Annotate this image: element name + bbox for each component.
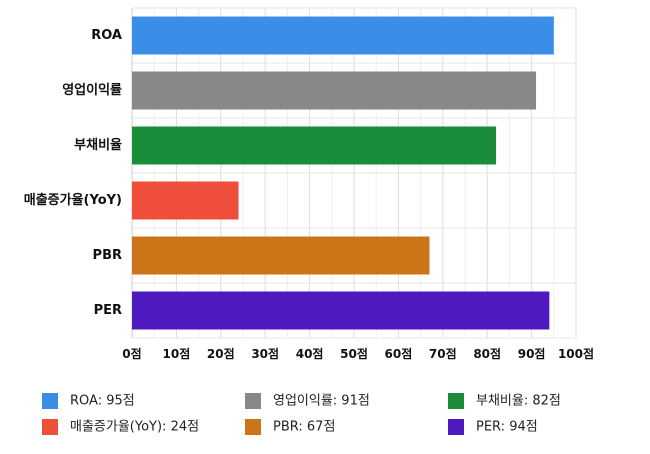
- bar-2: [132, 71, 537, 110]
- bar-3: [132, 126, 497, 165]
- legend-swatch: [448, 393, 464, 409]
- category-label: 부채비율: [74, 137, 122, 153]
- x-tick-label: 90점: [518, 346, 546, 361]
- grid-layer: [131, 7, 577, 339]
- x-tick-label: 40점: [296, 346, 324, 361]
- legend-label: PER: 94점: [476, 420, 538, 435]
- category-label: PER: [94, 303, 122, 318]
- category-label: PBR: [93, 248, 122, 263]
- legend-label: 부채비율: 82점: [476, 394, 561, 409]
- x-tick-layer: 0점 10점 20점 30점 40점 50점 60점 70점 80점 90점 100점: [122, 346, 594, 361]
- x-tick-label: 60점: [385, 346, 413, 361]
- x-tick-label: 50점: [340, 346, 368, 361]
- legend-swatch: [42, 419, 58, 435]
- bar-5: [132, 236, 430, 275]
- legend-swatch: [245, 393, 261, 409]
- x-tick-label: 30점: [251, 346, 279, 361]
- bar-layer: [132, 16, 554, 330]
- legend-label: ROA: 95점: [70, 394, 135, 409]
- legend-label: 영업이익률: 91점: [273, 394, 370, 409]
- bar-4: [132, 181, 239, 220]
- legend-swatch: [42, 393, 58, 409]
- bar-6: [132, 291, 550, 330]
- x-tick-label: 20점: [207, 346, 235, 361]
- category-label: 영업이익률: [62, 82, 122, 98]
- x-tick-label: 100점: [558, 346, 594, 361]
- legend-swatch: [245, 419, 261, 435]
- legend-label: PBR: 67점: [273, 420, 335, 435]
- x-tick-label: 10점: [163, 346, 191, 361]
- x-tick-label: 70점: [429, 346, 457, 361]
- category-label: ROA: [91, 28, 122, 43]
- bar-1: [132, 16, 554, 55]
- legend-swatch: [448, 419, 464, 435]
- x-tick-label: 0점: [122, 346, 141, 361]
- legend-label: 매출증가율(YoY): 24점: [70, 420, 199, 435]
- x-tick-label: 80점: [473, 346, 501, 361]
- category-label: 매출증가율(YoY): [24, 192, 122, 208]
